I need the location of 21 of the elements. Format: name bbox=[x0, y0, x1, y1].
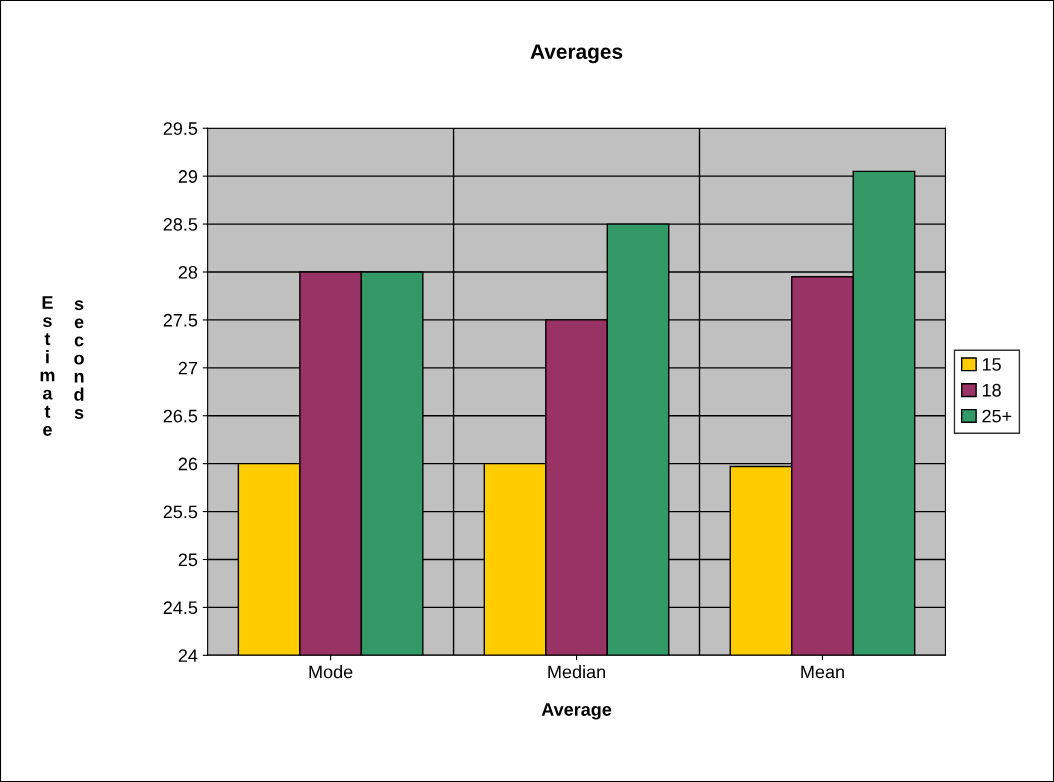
legend-label: 18 bbox=[982, 383, 1001, 397]
y-tick-label: 27 bbox=[178, 361, 198, 375]
x-tick-label: Median bbox=[548, 665, 605, 679]
x-axis-title: Average bbox=[541, 703, 612, 720]
y-tick-label: 29 bbox=[178, 170, 198, 183]
y-tick-label: 28.5 bbox=[163, 218, 198, 231]
y-tick-label: 27.5 bbox=[163, 313, 198, 327]
y-tick-label: 26 bbox=[178, 457, 198, 471]
legend-label: 25+ bbox=[982, 409, 1012, 423]
legend-label: 15 bbox=[982, 358, 1001, 371]
x-tick-label: Mode bbox=[309, 665, 353, 679]
x-tick-label: Mean bbox=[801, 665, 844, 679]
y-tick-label: 25.5 bbox=[163, 505, 198, 519]
y-tick-label: 25 bbox=[178, 553, 198, 567]
y-tick-label: 26.5 bbox=[163, 409, 198, 423]
chart-title: Averages bbox=[530, 44, 623, 64]
y-tick-label: 24.5 bbox=[163, 601, 198, 615]
text: Estimate seconds bbox=[40, 296, 84, 436]
y-tick-label: 28 bbox=[178, 265, 198, 279]
y-tick-label: 29.5 bbox=[163, 122, 198, 135]
y-tick-label: 24 bbox=[178, 649, 198, 662]
